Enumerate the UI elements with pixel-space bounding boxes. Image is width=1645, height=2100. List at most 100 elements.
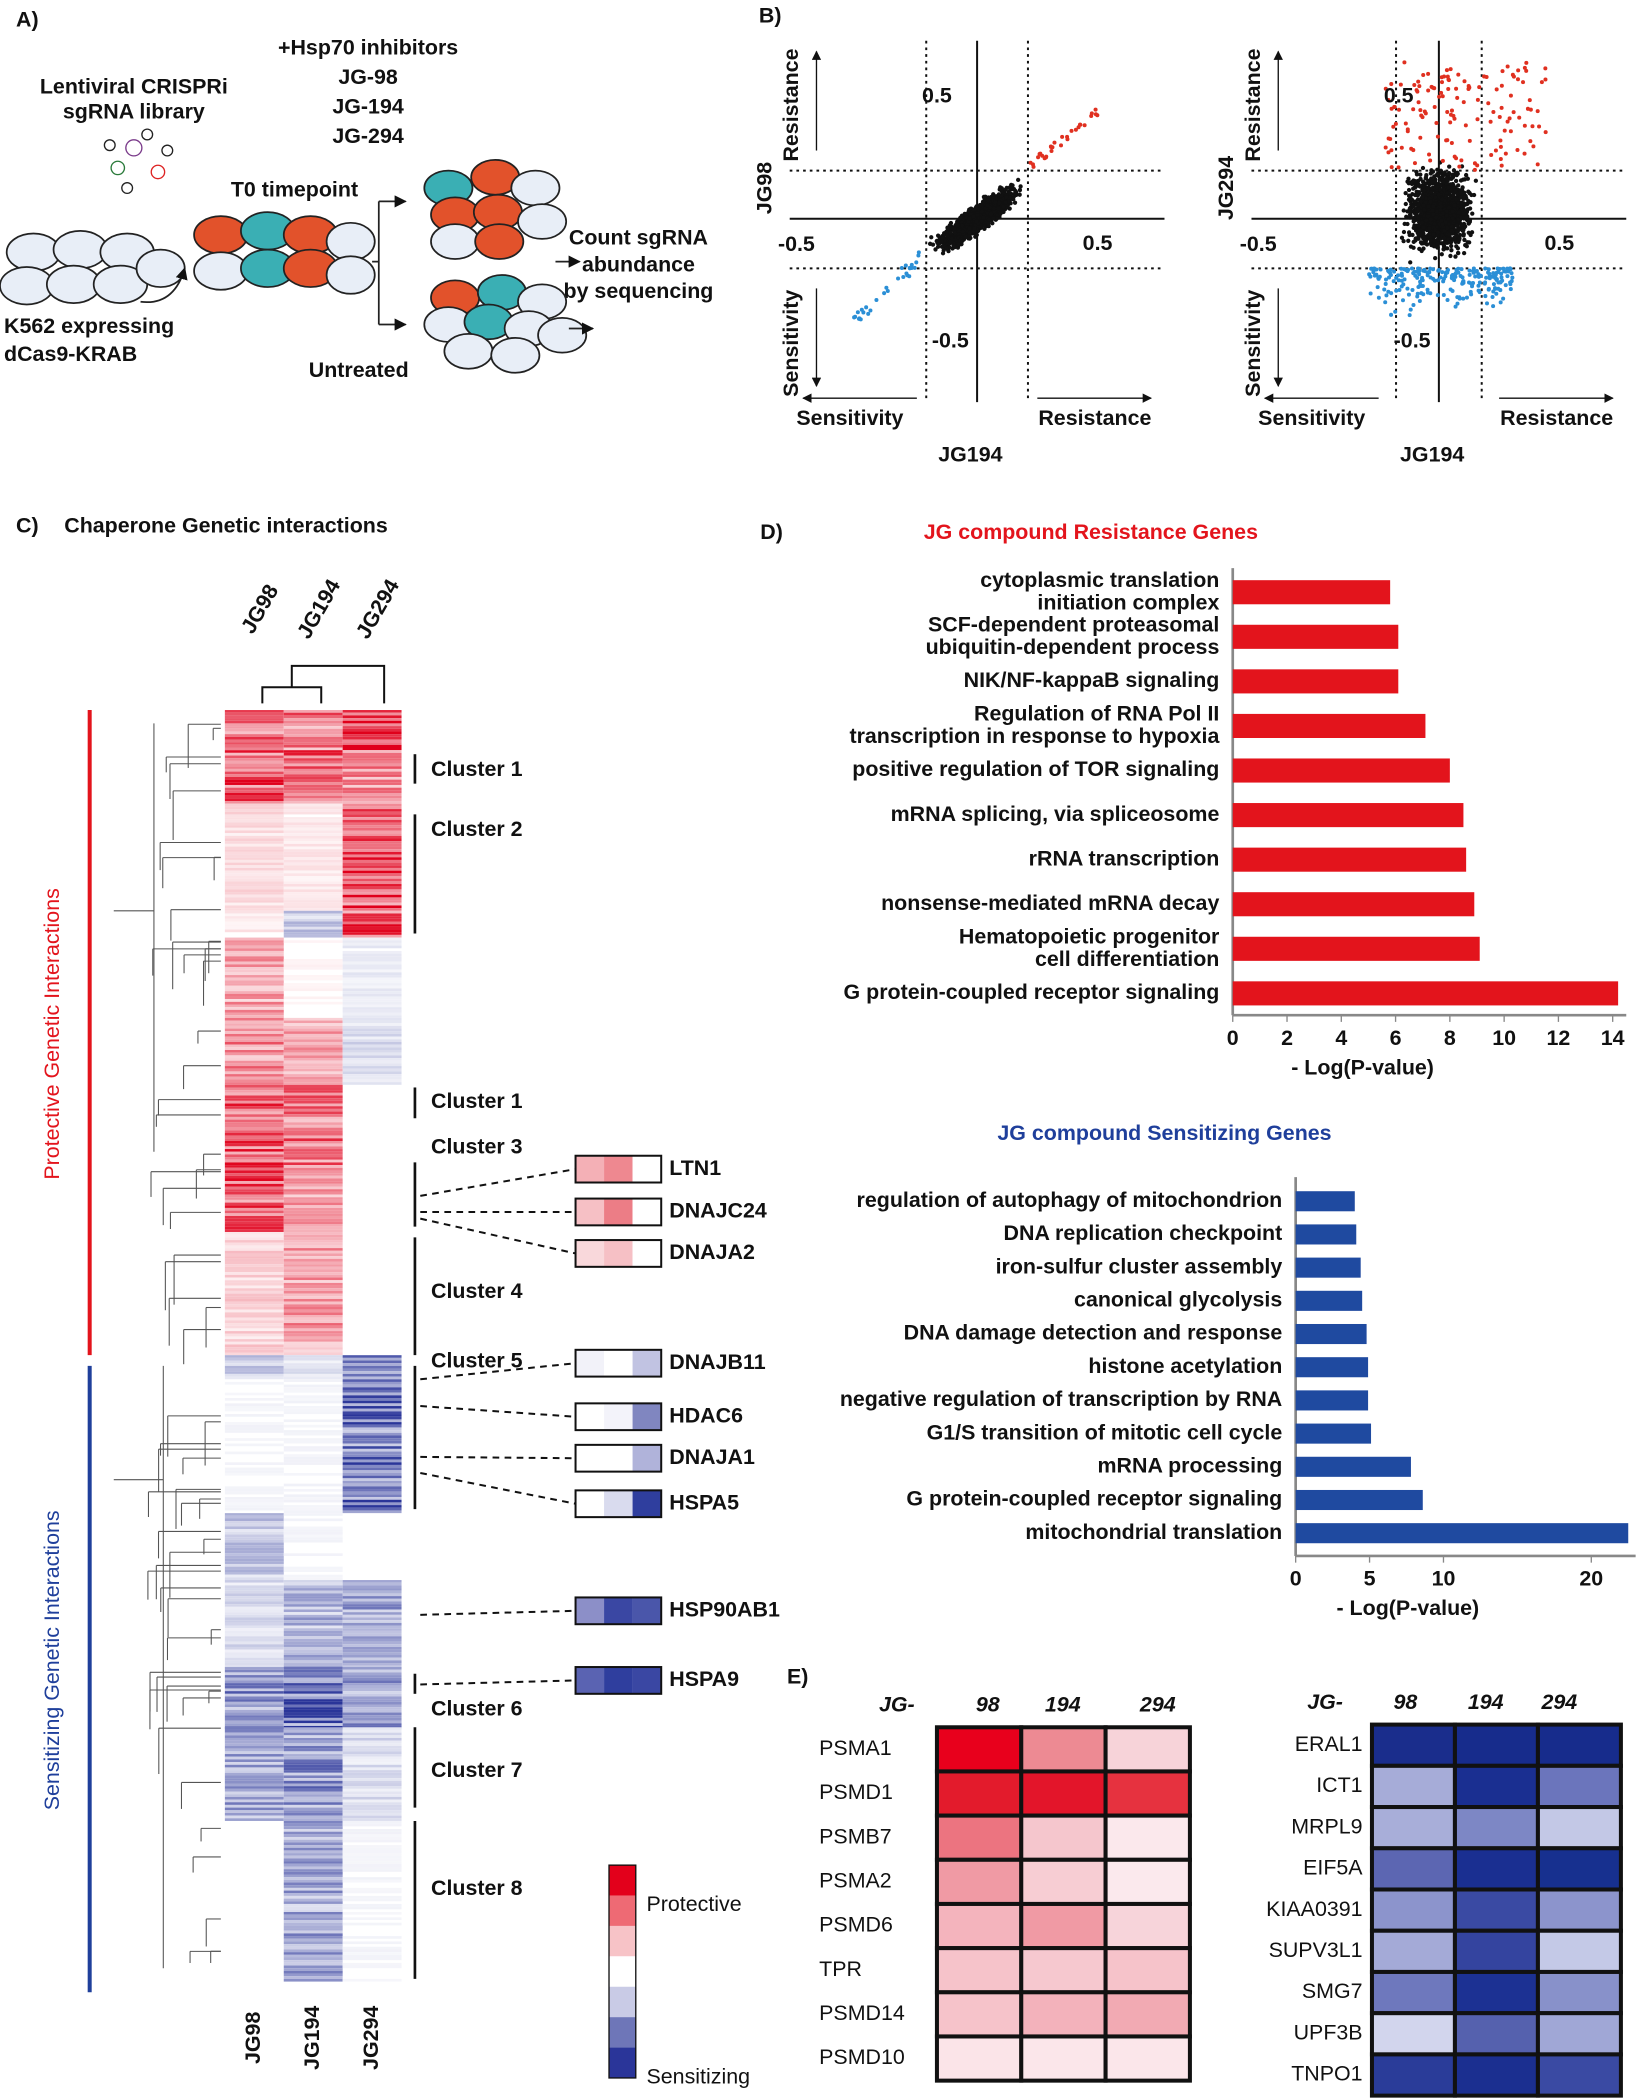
heatmap-row: [342, 1066, 402, 1069]
heatmap-row: [283, 1537, 343, 1540]
heatmap-row: [224, 1240, 284, 1243]
heatmap-row: [224, 1652, 284, 1655]
heatmap-row: [224, 739, 284, 743]
cell: [1452, 1805, 1540, 1851]
heatmap-row: [224, 1210, 284, 1214]
point: [1428, 171, 1433, 176]
heatmap-row: [283, 1258, 343, 1262]
point: [1522, 151, 1527, 156]
heatmap-row: [283, 1877, 343, 1880]
heatmap-row: [342, 1491, 402, 1495]
heatmap-row: [283, 712, 343, 716]
heatmap-row: [224, 908, 284, 911]
gene-label: HSPA5: [669, 1490, 739, 1514]
heatmap-row: [224, 937, 284, 941]
heatmap-row: [283, 801, 343, 804]
heatmap-row: [283, 822, 343, 826]
point: [1489, 152, 1494, 157]
cell: [1535, 1928, 1623, 1974]
point: [1396, 278, 1401, 283]
heatmap-row: [342, 1820, 402, 1824]
heatmap-row: [342, 1890, 402, 1894]
heatmap-row: [342, 833, 402, 836]
heatmap-row: [283, 1269, 343, 1273]
heatmap-row: [342, 1701, 402, 1705]
heatmap-row: [342, 996, 402, 1000]
heatmap-row: [342, 921, 402, 925]
heatmap-row: [283, 1580, 343, 1583]
heatmap-row: [342, 1866, 402, 1870]
heatmap-row: [224, 1796, 284, 1800]
row-label: PSMB7: [819, 1824, 892, 1848]
legend-swatch: [609, 2047, 636, 2078]
cell: [934, 1901, 1024, 1951]
heatmap-row: [224, 1044, 284, 1048]
heatmap-row: [342, 1472, 402, 1476]
row-label: PSMD10: [819, 2045, 905, 2069]
heatmap-row: [342, 1712, 402, 1716]
heatmap-row: [224, 1052, 284, 1056]
category-label: histone acetylation: [1088, 1354, 1282, 1378]
point: [1439, 241, 1444, 246]
heatmap-row: [224, 1341, 284, 1345]
cell: [1535, 1722, 1623, 1768]
heatmap-row: [342, 1033, 402, 1037]
point: [1408, 209, 1413, 215]
point: [1423, 181, 1428, 186]
heatmap-row: [283, 1507, 343, 1511]
point: [968, 206, 973, 211]
heatmap-row: [224, 1507, 284, 1511]
point: [1508, 93, 1513, 98]
heatmap-row: [283, 1712, 343, 1716]
heatmap-row: [224, 1451, 284, 1455]
heatmap-row: [342, 969, 402, 973]
heatmap-row: [283, 1960, 343, 1963]
heatmap-row: [224, 1799, 284, 1803]
category-label: DNA damage detection and response: [904, 1321, 1283, 1345]
heatmap-row: [224, 1309, 284, 1313]
point: [1508, 280, 1513, 285]
point: [1458, 178, 1464, 183]
point: [1427, 226, 1432, 231]
heatmap-row: [283, 766, 343, 769]
point: [1494, 87, 1499, 92]
heatmap-row: [283, 1770, 343, 1773]
heatmap-row: [283, 1074, 343, 1077]
point: [1449, 176, 1454, 181]
heatmap-row: [283, 1553, 343, 1556]
cell: [1535, 1846, 1623, 1892]
heatmap-row: [224, 969, 284, 973]
point: [885, 288, 890, 293]
heatmap-row: [224, 1122, 284, 1125]
heatmap-row: [342, 1740, 402, 1744]
heatmap-row: [283, 1020, 343, 1024]
heatmap-row: [283, 1202, 343, 1206]
header: JG-: [1307, 1690, 1343, 1714]
point: [1454, 196, 1459, 202]
point: [1377, 274, 1382, 279]
heatmap-row: [224, 1111, 284, 1115]
heatmap-row: [342, 841, 402, 844]
heatmap-row: [342, 801, 402, 804]
point: [958, 215, 963, 221]
point: [1447, 232, 1452, 237]
direction-label: Sensitivity: [796, 406, 903, 430]
heatmap-row: [224, 1788, 284, 1792]
heatmap-row: [342, 878, 402, 882]
heatmap-row: [342, 1764, 402, 1768]
cell: [1103, 1946, 1192, 1995]
heatmap-row: [342, 1762, 402, 1765]
point: [1505, 274, 1510, 279]
point: [988, 211, 994, 217]
heatmap-row: [342, 1448, 402, 1452]
tick-label: -0.5: [1394, 329, 1431, 353]
heatmap-row: [224, 771, 284, 775]
heatmap-row: [342, 1663, 402, 1666]
heatmap-row: [224, 1582, 284, 1586]
heatmap-row: [342, 1936, 402, 1939]
point: [1406, 292, 1411, 297]
heatmap-row: [224, 1641, 284, 1645]
heatmap-row: [342, 1510, 402, 1514]
heatmap-row: [283, 1448, 343, 1452]
category-label: mRNA splicing, via spliceosome: [891, 802, 1220, 826]
